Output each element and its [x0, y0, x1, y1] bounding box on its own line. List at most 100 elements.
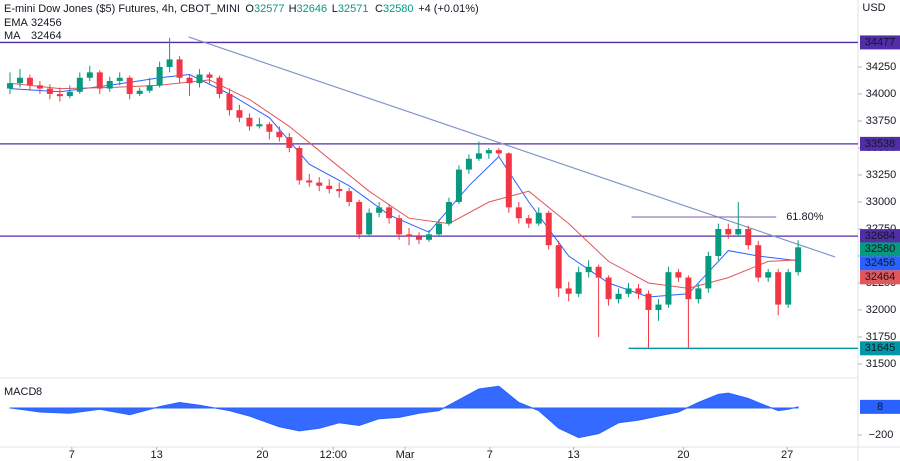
candle-body: [116, 77, 123, 82]
candle-body: [216, 77, 223, 94]
x-tick-label: 7: [487, 449, 493, 461]
candle-body: [635, 288, 642, 294]
candle-body: [685, 277, 692, 300]
candle-body: [575, 272, 582, 294]
macd-name: MACD: [4, 386, 36, 398]
candle-body: [186, 77, 193, 84]
candle-body: [146, 85, 153, 91]
candle-body: [735, 228, 742, 235]
x-tick-label: 7: [69, 449, 75, 461]
macd-legend-value: 8: [36, 386, 42, 398]
candle-body: [535, 212, 542, 224]
candle-body: [66, 91, 73, 97]
change: +4 (+0.01%): [418, 3, 479, 15]
ohlc-item: O32577: [245, 3, 284, 15]
ohlc-value: 32646: [297, 3, 328, 15]
ma-line: [9, 79, 799, 289]
x-tick-label: 20: [677, 449, 689, 461]
y-tick-label: 33250: [866, 169, 897, 181]
symbol-title: E-mini Dow Jones ($5) Futures, 4h, CBOT_…: [4, 3, 240, 15]
candle-body: [366, 212, 373, 235]
candle-body: [276, 131, 283, 138]
y-tick-label: 34250: [866, 61, 897, 73]
candle-body: [495, 150, 502, 154]
candle-body: [126, 77, 133, 94]
candle-body: [176, 59, 183, 78]
ohlc-value: 32580: [383, 3, 414, 15]
candle-body: [625, 288, 632, 294]
candle-body: [16, 77, 23, 84]
y-tick-label: 31750: [866, 331, 897, 343]
price-tag: [860, 341, 900, 356]
y-tick-label: 34000: [866, 88, 897, 100]
candle-body: [396, 218, 403, 235]
trendline: [188, 36, 836, 258]
candle-body: [206, 74, 213, 78]
candle-body: [256, 124, 263, 127]
price-tag: [860, 136, 900, 151]
candle-body: [356, 201, 363, 235]
legend-name: MA: [4, 30, 21, 42]
candle-body: [435, 223, 442, 235]
ohlc-key: O: [245, 3, 254, 15]
ohlc-value: 32571: [338, 3, 369, 15]
candle-body: [445, 201, 452, 224]
price-tag-label: 33538: [865, 138, 896, 150]
candle-body: [565, 288, 572, 294]
price-tag-label: 32684: [865, 230, 896, 242]
legend-value: 32456: [31, 17, 62, 29]
candle-body: [26, 77, 33, 86]
price-tag: [860, 242, 900, 257]
x-tick-label: 20: [256, 449, 268, 461]
candle-body: [166, 59, 173, 67]
legend-name: EMA: [4, 17, 29, 29]
ohlc-value: 32577: [254, 3, 285, 15]
candle-body: [236, 110, 243, 118]
currency: USD: [862, 2, 885, 14]
candle-body: [475, 153, 482, 159]
candle-body: [755, 245, 762, 278]
candle-body: [376, 207, 383, 213]
price-tag-label: 32464: [865, 271, 896, 283]
x-tick-label: 27: [781, 449, 793, 461]
candle-body: [96, 72, 103, 89]
y-tick-label: 33750: [866, 115, 897, 127]
candle-body: [306, 180, 313, 183]
candle-body: [465, 158, 472, 170]
fib-label: 61.80%: [786, 211, 824, 223]
price-tag: [860, 256, 900, 271]
candle-body: [645, 293, 652, 310]
y-tick-label: 33000: [866, 196, 897, 208]
candle-body: [46, 88, 53, 94]
candle-body: [406, 234, 413, 237]
candle-body: [386, 207, 393, 219]
candle-body: [505, 153, 512, 208]
candle-body: [785, 272, 792, 305]
candle-body: [615, 293, 622, 300]
price-tag: [860, 399, 900, 414]
y-tick-label: 32000: [866, 304, 897, 316]
candle-body: [765, 272, 772, 278]
candle-body: [705, 255, 712, 289]
candle-body: [675, 272, 682, 278]
candle-body: [585, 266, 592, 273]
macd-area: [9, 385, 799, 439]
price-tag: [860, 270, 900, 285]
candle-body: [266, 124, 273, 132]
x-tick-label: 13: [568, 449, 580, 461]
candle-body: [795, 247, 802, 273]
candle-body: [56, 93, 63, 97]
candle-body: [775, 272, 782, 305]
candle-body: [226, 93, 233, 111]
candle-body: [136, 90, 143, 94]
price-tag-label: 31645: [865, 342, 896, 354]
candle-body: [316, 182, 323, 186]
candle-body: [156, 66, 163, 86]
candle-body: [86, 72, 93, 78]
price-tag: [860, 229, 900, 244]
candle-body: [695, 288, 702, 300]
price-tag-label: 34477: [865, 36, 896, 48]
header: E-mini Dow Jones ($5) Futures, 4h, CBOT_…: [4, 3, 479, 15]
